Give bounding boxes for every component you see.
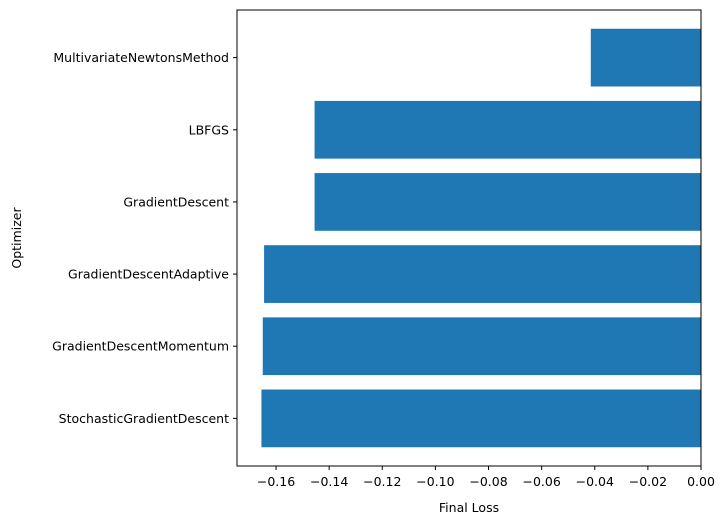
x-tick-label: −0.04: [576, 474, 614, 489]
bar-gradientdescentadaptive: [264, 245, 701, 303]
bar-stochasticgradientdescent: [261, 389, 701, 448]
bar-multivariatenewtonsmethod: [590, 28, 701, 87]
x-tick-label: −0.16: [257, 474, 295, 489]
bar-lbfgs: [314, 100, 701, 159]
y-tick-label: LBFGS: [189, 122, 229, 137]
x-tick-label: −0.08: [469, 474, 507, 489]
y-axis-ticks: StochasticGradientDescent GradientDescent…: [52, 50, 237, 426]
y-tick-label: GradientDescentMomentum: [52, 339, 229, 354]
y-tick-label: MultivariateNewtonsMethod: [53, 50, 229, 65]
bars: [261, 28, 701, 448]
y-tick-label: GradientDescentAdaptive: [68, 267, 229, 282]
x-tick-label: 0.00: [687, 474, 715, 489]
x-axis-title: Final Loss: [439, 500, 499, 515]
y-tick-label: GradientDescent: [123, 194, 229, 209]
x-tick-label: −0.14: [310, 474, 348, 489]
x-axis-ticks: −0.16 −0.14 −0.12 −0.10 −0.08 −0.06 −0.04 −0.02…: [257, 466, 715, 489]
x-tick-label: −0.10: [416, 474, 454, 489]
y-axis-title: Optimizer: [9, 207, 24, 269]
bar-gradientdescent: [314, 173, 701, 231]
x-tick-label: −0.12: [363, 474, 401, 489]
y-tick-label: StochasticGradientDescent: [59, 411, 229, 426]
plot-frame: [236, 9, 702, 467]
x-tick-label: −0.02: [629, 474, 667, 489]
bar-gradientdescentmomentum: [262, 317, 701, 376]
x-tick-label: −0.06: [522, 474, 560, 489]
